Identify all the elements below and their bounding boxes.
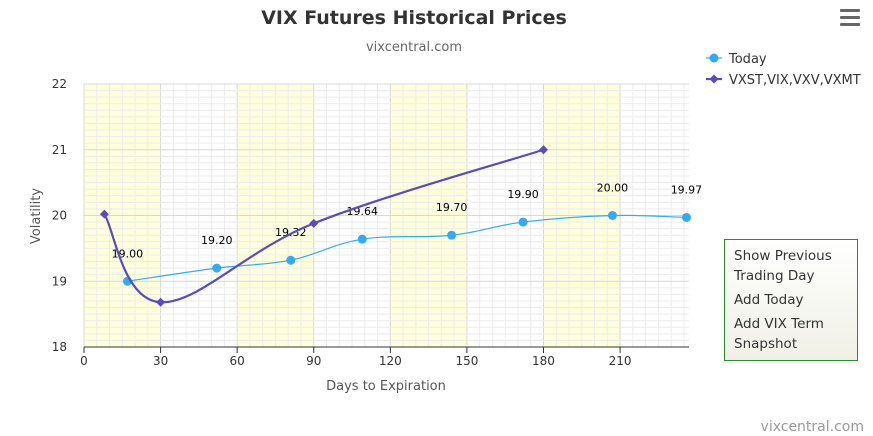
data-point[interactable] xyxy=(607,211,617,220)
add-vix-term-snapshot-button[interactable]: Add VIX Term Snapshot xyxy=(734,316,824,352)
legend-marker xyxy=(709,53,719,63)
y-tick-label: 19 xyxy=(52,274,67,288)
data-label: 19.70 xyxy=(436,201,468,214)
menu-bar-icon xyxy=(840,23,860,26)
data-point[interactable] xyxy=(99,209,109,219)
data-point[interactable] xyxy=(681,212,691,222)
y-axis-title: Volatility xyxy=(29,188,44,244)
x-tick-label: 0 xyxy=(80,354,88,368)
legend-label: VXST,VIX,VXV,VXMT xyxy=(729,73,861,88)
data-point[interactable] xyxy=(156,297,166,307)
y-tick-label: 21 xyxy=(52,143,67,157)
data-point[interactable] xyxy=(518,217,528,227)
legend-label: Today xyxy=(728,52,767,67)
y-tick-label: 18 xyxy=(52,340,67,354)
show-previous-trading-day-button[interactable]: Show Previous Trading Day xyxy=(734,248,832,284)
x-tick-label: 150 xyxy=(455,354,478,368)
data-point[interactable] xyxy=(357,234,367,244)
axes: 0 30 60 90 120 150 180 210 18 19 20 21 22 xyxy=(52,77,689,368)
data-point[interactable] xyxy=(447,230,457,240)
data-point[interactable] xyxy=(212,263,222,273)
chart-options-menu: Show Previous Trading Day Add Today Add … xyxy=(724,239,858,361)
data-point[interactable] xyxy=(538,145,548,155)
data-point[interactable] xyxy=(309,218,319,228)
chart-subtitle: vixcentral.com xyxy=(366,40,462,55)
legend-item-1[interactable]: VXST,VIX,VXV,VXMT xyxy=(706,73,861,88)
credit-link[interactable]: vixcentral.com xyxy=(761,419,864,435)
x-tick-label: 60 xyxy=(230,354,245,368)
data-label: 19.64 xyxy=(346,205,378,218)
data-point[interactable] xyxy=(286,255,296,265)
menu-bar-icon xyxy=(840,9,860,12)
hamburger-menu-icon[interactable] xyxy=(840,9,860,27)
series-line-1 xyxy=(103,148,544,304)
x-tick-label: 30 xyxy=(153,354,168,368)
add-today-button[interactable]: Add Today xyxy=(734,292,804,308)
data-label: 19.20 xyxy=(201,234,233,247)
y-tick-label: 20 xyxy=(52,209,67,223)
data-label: 19.90 xyxy=(507,188,539,201)
legend[interactable]: Today VXST,VIX,VXV,VXMT xyxy=(706,52,861,88)
data-label: 20.00 xyxy=(597,182,629,195)
menu-bar-icon xyxy=(840,16,860,19)
x-axis-title: Days to Expiration xyxy=(326,379,446,394)
x-tick-label: 180 xyxy=(532,354,555,368)
legend-item-0[interactable]: Today xyxy=(706,52,767,67)
y-tick-label: 22 xyxy=(52,77,67,91)
chart-title: VIX Futures Historical Prices xyxy=(261,7,567,29)
data-label: 19.97 xyxy=(671,183,703,196)
x-tick-label: 210 xyxy=(609,354,632,368)
x-tick-label: 90 xyxy=(306,354,321,368)
x-tick-label: 120 xyxy=(379,354,402,368)
legend-marker xyxy=(709,74,719,84)
